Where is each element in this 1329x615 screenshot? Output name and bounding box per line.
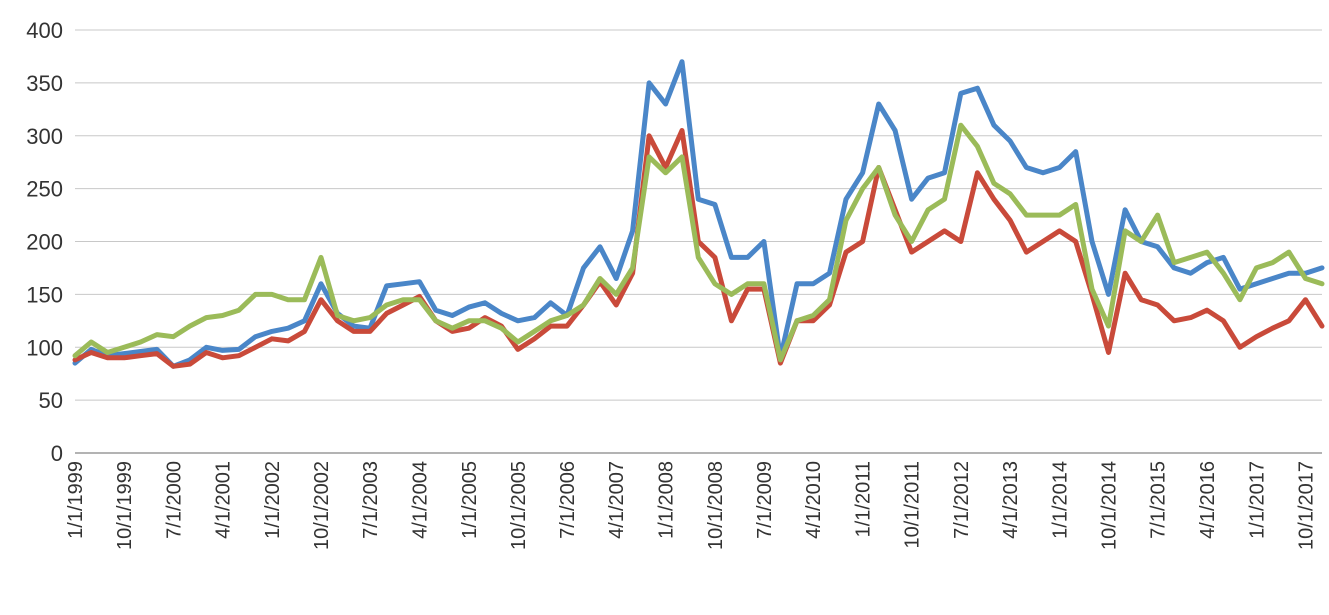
- y-tick-label: 150: [26, 282, 63, 307]
- x-tick-label: 4/1/2004: [409, 461, 431, 539]
- x-tick-label: 4/1/2013: [1000, 461, 1022, 539]
- x-tick-label: 1/1/2011: [853, 461, 875, 537]
- x-tick-label: 10/1/2008: [705, 461, 727, 550]
- x-tick-label: 4/1/2010: [803, 461, 825, 539]
- y-tick-label: 0: [51, 441, 63, 466]
- x-tick-label: 7/1/2000: [163, 461, 185, 539]
- x-tick-label: 1/1/2014: [1049, 461, 1071, 539]
- x-axis-tick-labels: 1/1/1999 10/1/1999 7/1/2000 4/1/2001 1/1/200…: [65, 461, 1317, 550]
- y-tick-label: 100: [26, 335, 63, 360]
- x-tick-label: 4/1/2007: [606, 461, 628, 539]
- x-tick-label: 4/1/2001: [213, 461, 235, 539]
- x-tick-label: 7/1/2012: [951, 461, 973, 539]
- x-tick-label: 7/1/2006: [557, 461, 579, 539]
- x-tick-label: 10/1/2005: [508, 461, 530, 550]
- x-tick-label: 10/1/2017: [1295, 461, 1317, 550]
- x-tick-label: 1/1/1999: [65, 461, 87, 539]
- y-tick-label: 300: [26, 124, 63, 149]
- y-tick-label: 350: [26, 71, 63, 96]
- x-tick-label: 10/1/2002: [311, 461, 333, 550]
- x-tick-label: 7/1/2015: [1148, 461, 1170, 539]
- x-tick-label: 10/1/2011: [902, 461, 924, 549]
- series-line-1: [72, 59, 1325, 369]
- x-tick-label: 1/1/2002: [262, 461, 284, 539]
- y-tick-label: 50: [39, 388, 63, 413]
- series-line-2: [72, 128, 1325, 369]
- x-tick-label: 1/1/2005: [459, 461, 481, 539]
- series-line-3: [72, 122, 1325, 363]
- x-tick-label: 10/1/1999: [114, 461, 136, 550]
- x-tick-label: 4/1/2016: [1197, 461, 1219, 539]
- x-tick-label: 1/1/2017: [1246, 461, 1268, 539]
- series-lines: [72, 59, 1325, 369]
- y-tick-label: 200: [26, 230, 63, 255]
- y-tick-label: 250: [26, 177, 63, 202]
- y-axis-tick-labels: 0 50 100 150 200 250 300 350 400: [26, 18, 63, 466]
- x-tick-label: 7/1/2003: [360, 461, 382, 539]
- x-tick-label: 7/1/2009: [754, 461, 776, 539]
- x-tick-label: 10/1/2014: [1099, 461, 1121, 550]
- y-tick-label: 400: [26, 18, 63, 43]
- x-tick-label: 1/1/2008: [656, 461, 678, 539]
